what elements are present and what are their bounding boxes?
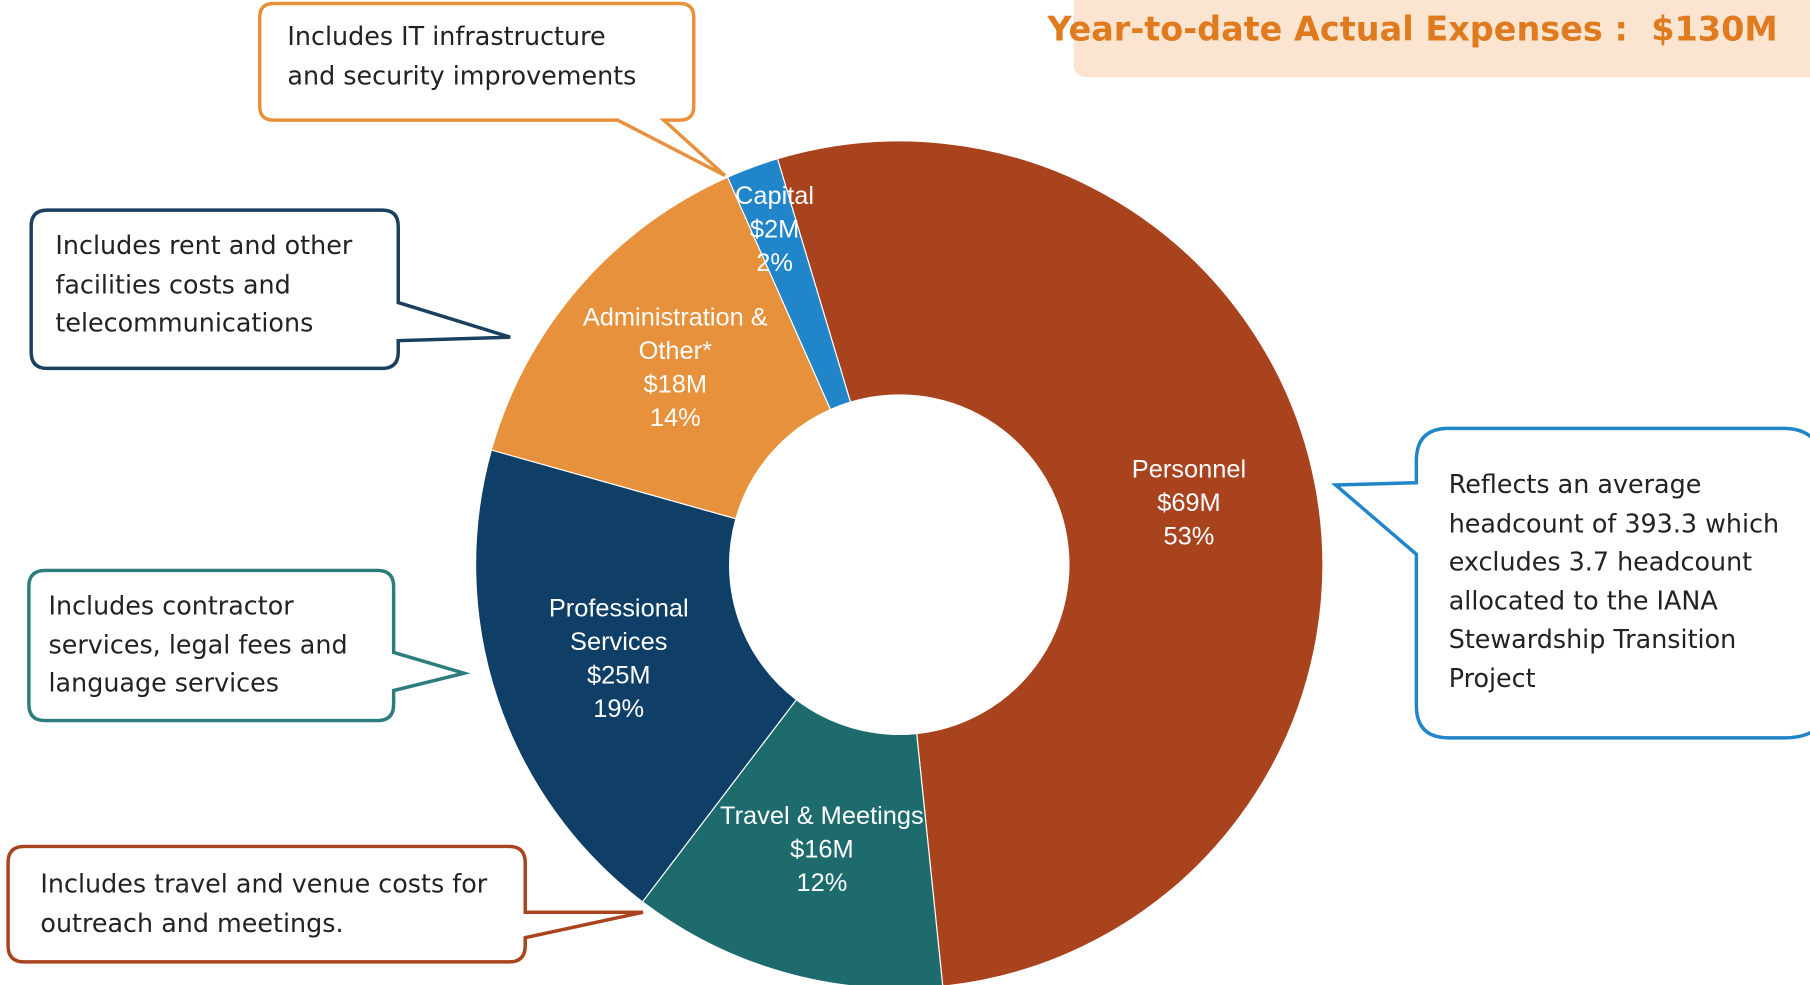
callout: Includes contractor services, legal fees … xyxy=(48,588,347,704)
callout-line: excludes 3.7 headcount xyxy=(1448,548,1753,578)
amount-label: $18M xyxy=(643,369,708,399)
callout-line: allocated to the IANA xyxy=(1448,587,1718,617)
callout-line: and security improvements xyxy=(287,61,637,91)
slice-label: Administration & Other* $18M 14% xyxy=(560,300,791,434)
category-label: Travel & Meetings xyxy=(720,800,924,830)
value-label: 12% xyxy=(796,867,848,897)
title-box xyxy=(1073,0,1810,78)
callout-line: language services xyxy=(48,669,279,699)
callout-line: Stewardship Transition xyxy=(1448,625,1737,655)
slice xyxy=(641,698,944,985)
callout-line: outreach and meetings. xyxy=(40,909,344,939)
callout-line: telecommunications xyxy=(55,309,314,339)
callout-box xyxy=(29,208,511,371)
callout-line: Includes IT infrastructure xyxy=(287,23,606,52)
category-label: Capital xyxy=(735,180,815,210)
value-label: 2% xyxy=(756,247,793,277)
chart-title: Year-to-date Actual Expenses : $130M xyxy=(1047,9,1778,49)
callout: Includes travel and venue costs for outre… xyxy=(40,866,487,943)
callout-box xyxy=(27,568,471,723)
category-label: Administration & Other* xyxy=(582,302,768,365)
callout-line: Reflects an average xyxy=(1448,471,1702,501)
slice xyxy=(776,140,1324,985)
callout-line: Includes contractor xyxy=(48,592,294,622)
slice-label: Professional Services $25M 19% xyxy=(526,591,711,725)
callout-box xyxy=(257,1,727,178)
callout: Reflects an average headcount of 393.3 wh… xyxy=(1449,467,1779,699)
value-label: 19% xyxy=(593,694,645,723)
callout-box xyxy=(6,844,644,964)
callout-line: Project xyxy=(1448,664,1536,694)
callout-line: Includes travel and venue costs for xyxy=(40,870,488,900)
callout-line: facilities costs and xyxy=(55,270,291,300)
slice-label: Travel & Meetings $16M 12% xyxy=(672,799,972,899)
category-label: Professional Services xyxy=(548,593,689,656)
callout-line: headcount of 393.3 which xyxy=(1448,509,1780,539)
slice-label: Capital $2M 2% xyxy=(694,178,856,278)
callout: Includes rent and other facilities costs … xyxy=(55,227,352,343)
callout-box xyxy=(1331,426,1810,740)
slice xyxy=(726,158,852,411)
value-label: 14% xyxy=(649,403,701,432)
callout-line: Includes rent and other xyxy=(55,232,353,261)
slice-label: Personnel $69M 53% xyxy=(1074,452,1305,552)
amount-label: $2M xyxy=(749,214,800,244)
amount-label: $25M xyxy=(586,660,651,690)
amount-label: $16M xyxy=(790,834,854,864)
category-label: Personnel xyxy=(1131,454,1247,484)
value-label: 53% xyxy=(1163,521,1215,551)
callout: Includes IT infrastructure and security i… xyxy=(287,18,636,95)
callout-line: services, legal fees and xyxy=(48,631,348,660)
slice xyxy=(490,176,832,520)
slice xyxy=(475,449,798,903)
amount-label: $69M xyxy=(1157,487,1221,517)
